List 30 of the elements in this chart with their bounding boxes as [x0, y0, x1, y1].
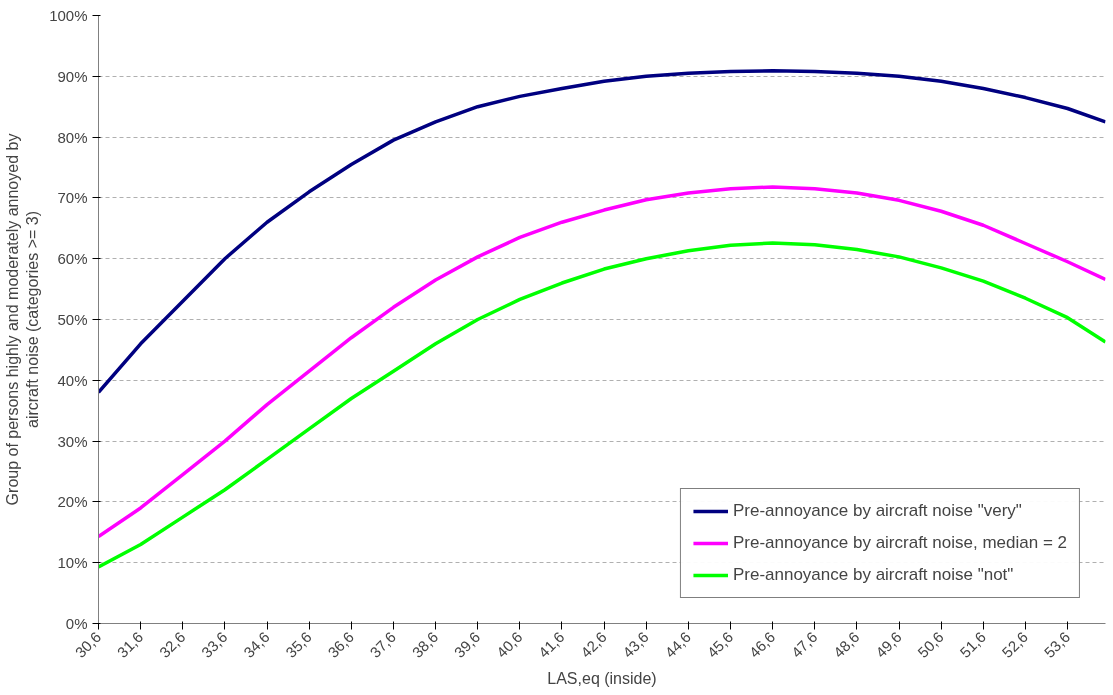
legend-label: Pre-annoyance by aircraft noise, median = 2	[732, 533, 1067, 553]
x-tick-label: 41,6	[534, 628, 568, 661]
y-axis-title: Group of persons highly and moderately annoyed by aircraft noise (categories >= 3)	[3, 133, 42, 506]
x-tick-label: 38,6	[408, 628, 442, 661]
x-tick-label: 39,6	[450, 628, 484, 661]
x-tick-label: 44,6	[661, 628, 695, 661]
y-tick-label: 30%	[57, 432, 88, 450]
x-tick-label: 47,6	[787, 628, 821, 661]
x-tick-label: 43,6	[619, 628, 652, 661]
y-tick-label: 50%	[57, 311, 88, 328]
x-tick-label: 46,6	[745, 628, 779, 661]
legend-label: Pre-annoyance by aircraft noise "not"	[732, 565, 1014, 585]
y-tick-label: 70%	[57, 189, 88, 207]
legend-label: Pre-annoyance by aircraft noise "very"	[732, 501, 1022, 521]
y-tick-label: 90%	[57, 67, 88, 85]
x-tick-label: 40,6	[492, 628, 526, 661]
x-axis-title: LAS,eq (inside)	[547, 670, 657, 688]
y-tick-label: 100%	[49, 7, 88, 24]
y-tick-label: 60%	[57, 250, 88, 268]
x-tick-label: 31,6	[113, 628, 147, 661]
x-tick-label: 49,6	[872, 628, 905, 661]
y-tick-label: 10%	[57, 554, 88, 572]
x-tick-label: 42,6	[577, 628, 610, 661]
y-tick-label: 40%	[57, 371, 88, 389]
x-tick-label: 45,6	[703, 628, 737, 661]
y-tick-label: 20%	[57, 493, 88, 511]
line-series	[98, 241, 1106, 569]
x-tick-label: 48,6	[829, 628, 863, 661]
y-tick-label: 80%	[57, 128, 88, 146]
line-series	[98, 69, 1106, 395]
